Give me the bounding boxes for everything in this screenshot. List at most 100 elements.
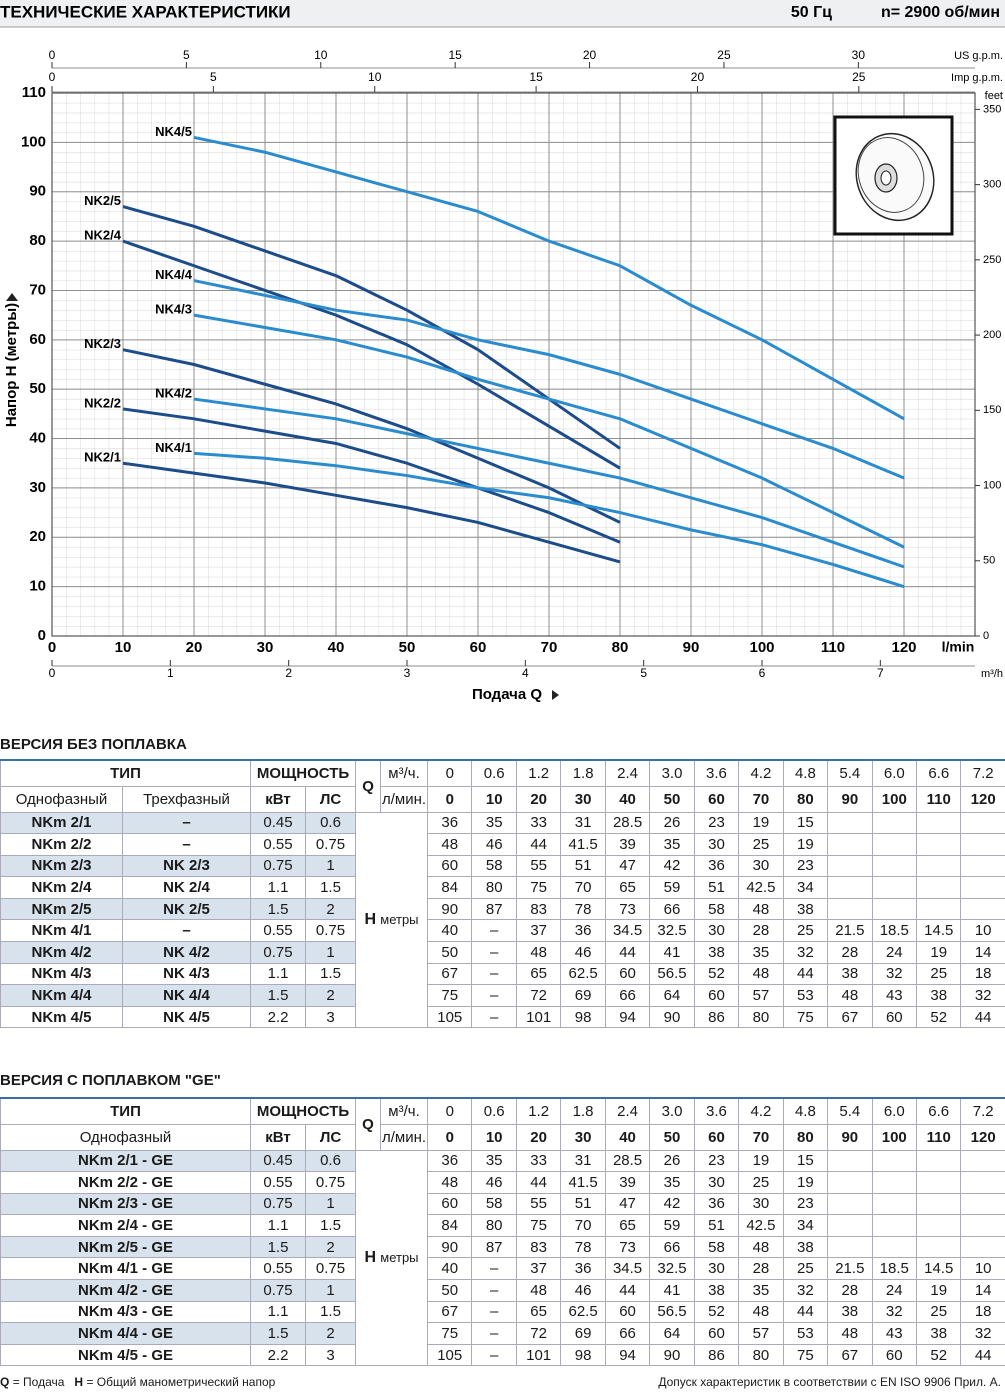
head-value: 28.5 [604,811,651,835]
head-value: 32 [871,962,918,986]
table-title: ВЕРСИЯ БЕЗ ПОПЛАВКА [0,736,187,753]
head-value: 48 [738,962,784,986]
x-tick-label: 70 [541,639,558,656]
head-value: 14 [960,1279,1005,1302]
q-m3h: 5.4 [827,1097,873,1125]
series-line [193,451,905,589]
head-value: 78 [560,1235,606,1259]
q-lmin: 10 [471,1123,517,1151]
q-lmin: 70 [738,785,784,813]
head-value: 36 [693,1192,740,1216]
header-cell: Трехфазный [121,785,252,813]
head-value: 24 [871,941,918,964]
head-value: 38 [782,897,829,921]
q-lmin: 70 [738,1123,784,1151]
head-value: – [471,984,517,1007]
head-value: 28 [738,919,784,943]
head-value [915,1149,962,1173]
head-value: 37 [515,919,562,943]
head-value [827,1149,873,1173]
head-value: 32 [871,1300,918,1324]
head-value: 66 [649,897,695,921]
head-value: 15 [782,811,829,835]
head-value: 41.5 [560,833,606,856]
h-symbol: H [364,1248,377,1266]
h-cell: H метры [355,811,429,1029]
series-line [122,239,621,470]
model-three-phase: NK 2/4 [121,876,252,899]
head-value: 34.5 [604,1257,651,1281]
head-value [960,1149,1005,1173]
head-value: 19 [915,1279,962,1302]
x-tick-label: 80 [612,639,629,656]
power-hp: 1 [305,854,357,878]
power-hp: 0.6 [305,811,357,835]
head-value: 18.5 [871,1257,918,1281]
head-value: 73 [604,897,651,921]
head-value: 24 [871,1279,918,1302]
head-value: 66 [604,1322,651,1345]
x-axis-arrow [552,690,559,700]
x-tick-label: 110 [821,639,845,656]
power-kw: 0.75 [250,1192,306,1216]
series-label: NK4/5 [155,124,192,139]
y-tick-label: 10 [29,578,46,595]
x-tick-label: 30 [257,639,274,656]
head-value: 80 [738,1343,784,1367]
series-line [122,407,621,544]
head-value: 75 [427,984,473,1007]
q-lmin: 30 [560,785,606,813]
head-value: 41 [649,1279,695,1302]
head-value: 19 [738,811,784,835]
head-value: 75 [427,1322,473,1345]
head-value [827,854,873,878]
y-tick-label: 60 [29,331,46,348]
secondary-tick-label: 20 [583,48,597,62]
secondary-tick-label: 25 [717,48,731,62]
y-tick-label: 100 [21,133,46,150]
head-value: 84 [427,876,473,899]
head-value [871,897,918,921]
q-m3h: 5.4 [827,759,873,787]
series-label: NK2/4 [84,228,122,243]
secondary-tick-label: 5 [640,666,647,680]
secondary-tick-label: 2 [285,666,292,680]
series-line [193,397,905,569]
table-row: NKm 4/2 NK 4/2 0.75 1 50–48 46 44 41 38 35 32 28 24 1… [0,941,1005,964]
q-m3h: 1.2 [515,1097,562,1125]
header-cell: ЛС [305,785,357,813]
head-value: 35 [649,833,695,856]
head-value: 90 [427,897,473,921]
q-m3h: 7.2 [960,759,1005,787]
head-value: 30 [738,1192,784,1216]
head-value: 38 [915,1322,962,1345]
head-value: 34.5 [604,919,651,943]
head-value: 47 [604,1192,651,1216]
head-value [827,1235,873,1259]
power-hp: 3 [305,1005,357,1029]
head-value: – [471,1322,517,1345]
head-value: 52 [693,1300,740,1324]
series-label: NK2/1 [84,450,121,465]
head-value: 86 [693,1343,740,1367]
head-value: 23 [782,1192,829,1216]
h-symbol: H [364,910,377,928]
head-value: 44 [604,941,651,964]
y2-tick-label: 200 [983,329,1001,341]
power-kw: 1.5 [250,1235,306,1259]
power-hp: 2 [304,1235,357,1259]
head-value: 59 [649,876,695,899]
head-value: 58 [471,1192,517,1216]
head-value [827,833,873,856]
head-value: 38 [782,1235,829,1259]
q-lmin: 90 [827,1123,873,1151]
q-m3h: 1.8 [560,1097,606,1125]
q-m3h: 3.6 [693,759,740,787]
y2-tick-label: 0 [983,630,989,642]
head-value: 44 [604,1279,651,1302]
model: NKm 4/4 - GE [0,1322,251,1345]
head-value: 25 [782,919,829,943]
head-value: 60 [604,1300,651,1324]
head-value: 41.5 [560,1171,606,1194]
